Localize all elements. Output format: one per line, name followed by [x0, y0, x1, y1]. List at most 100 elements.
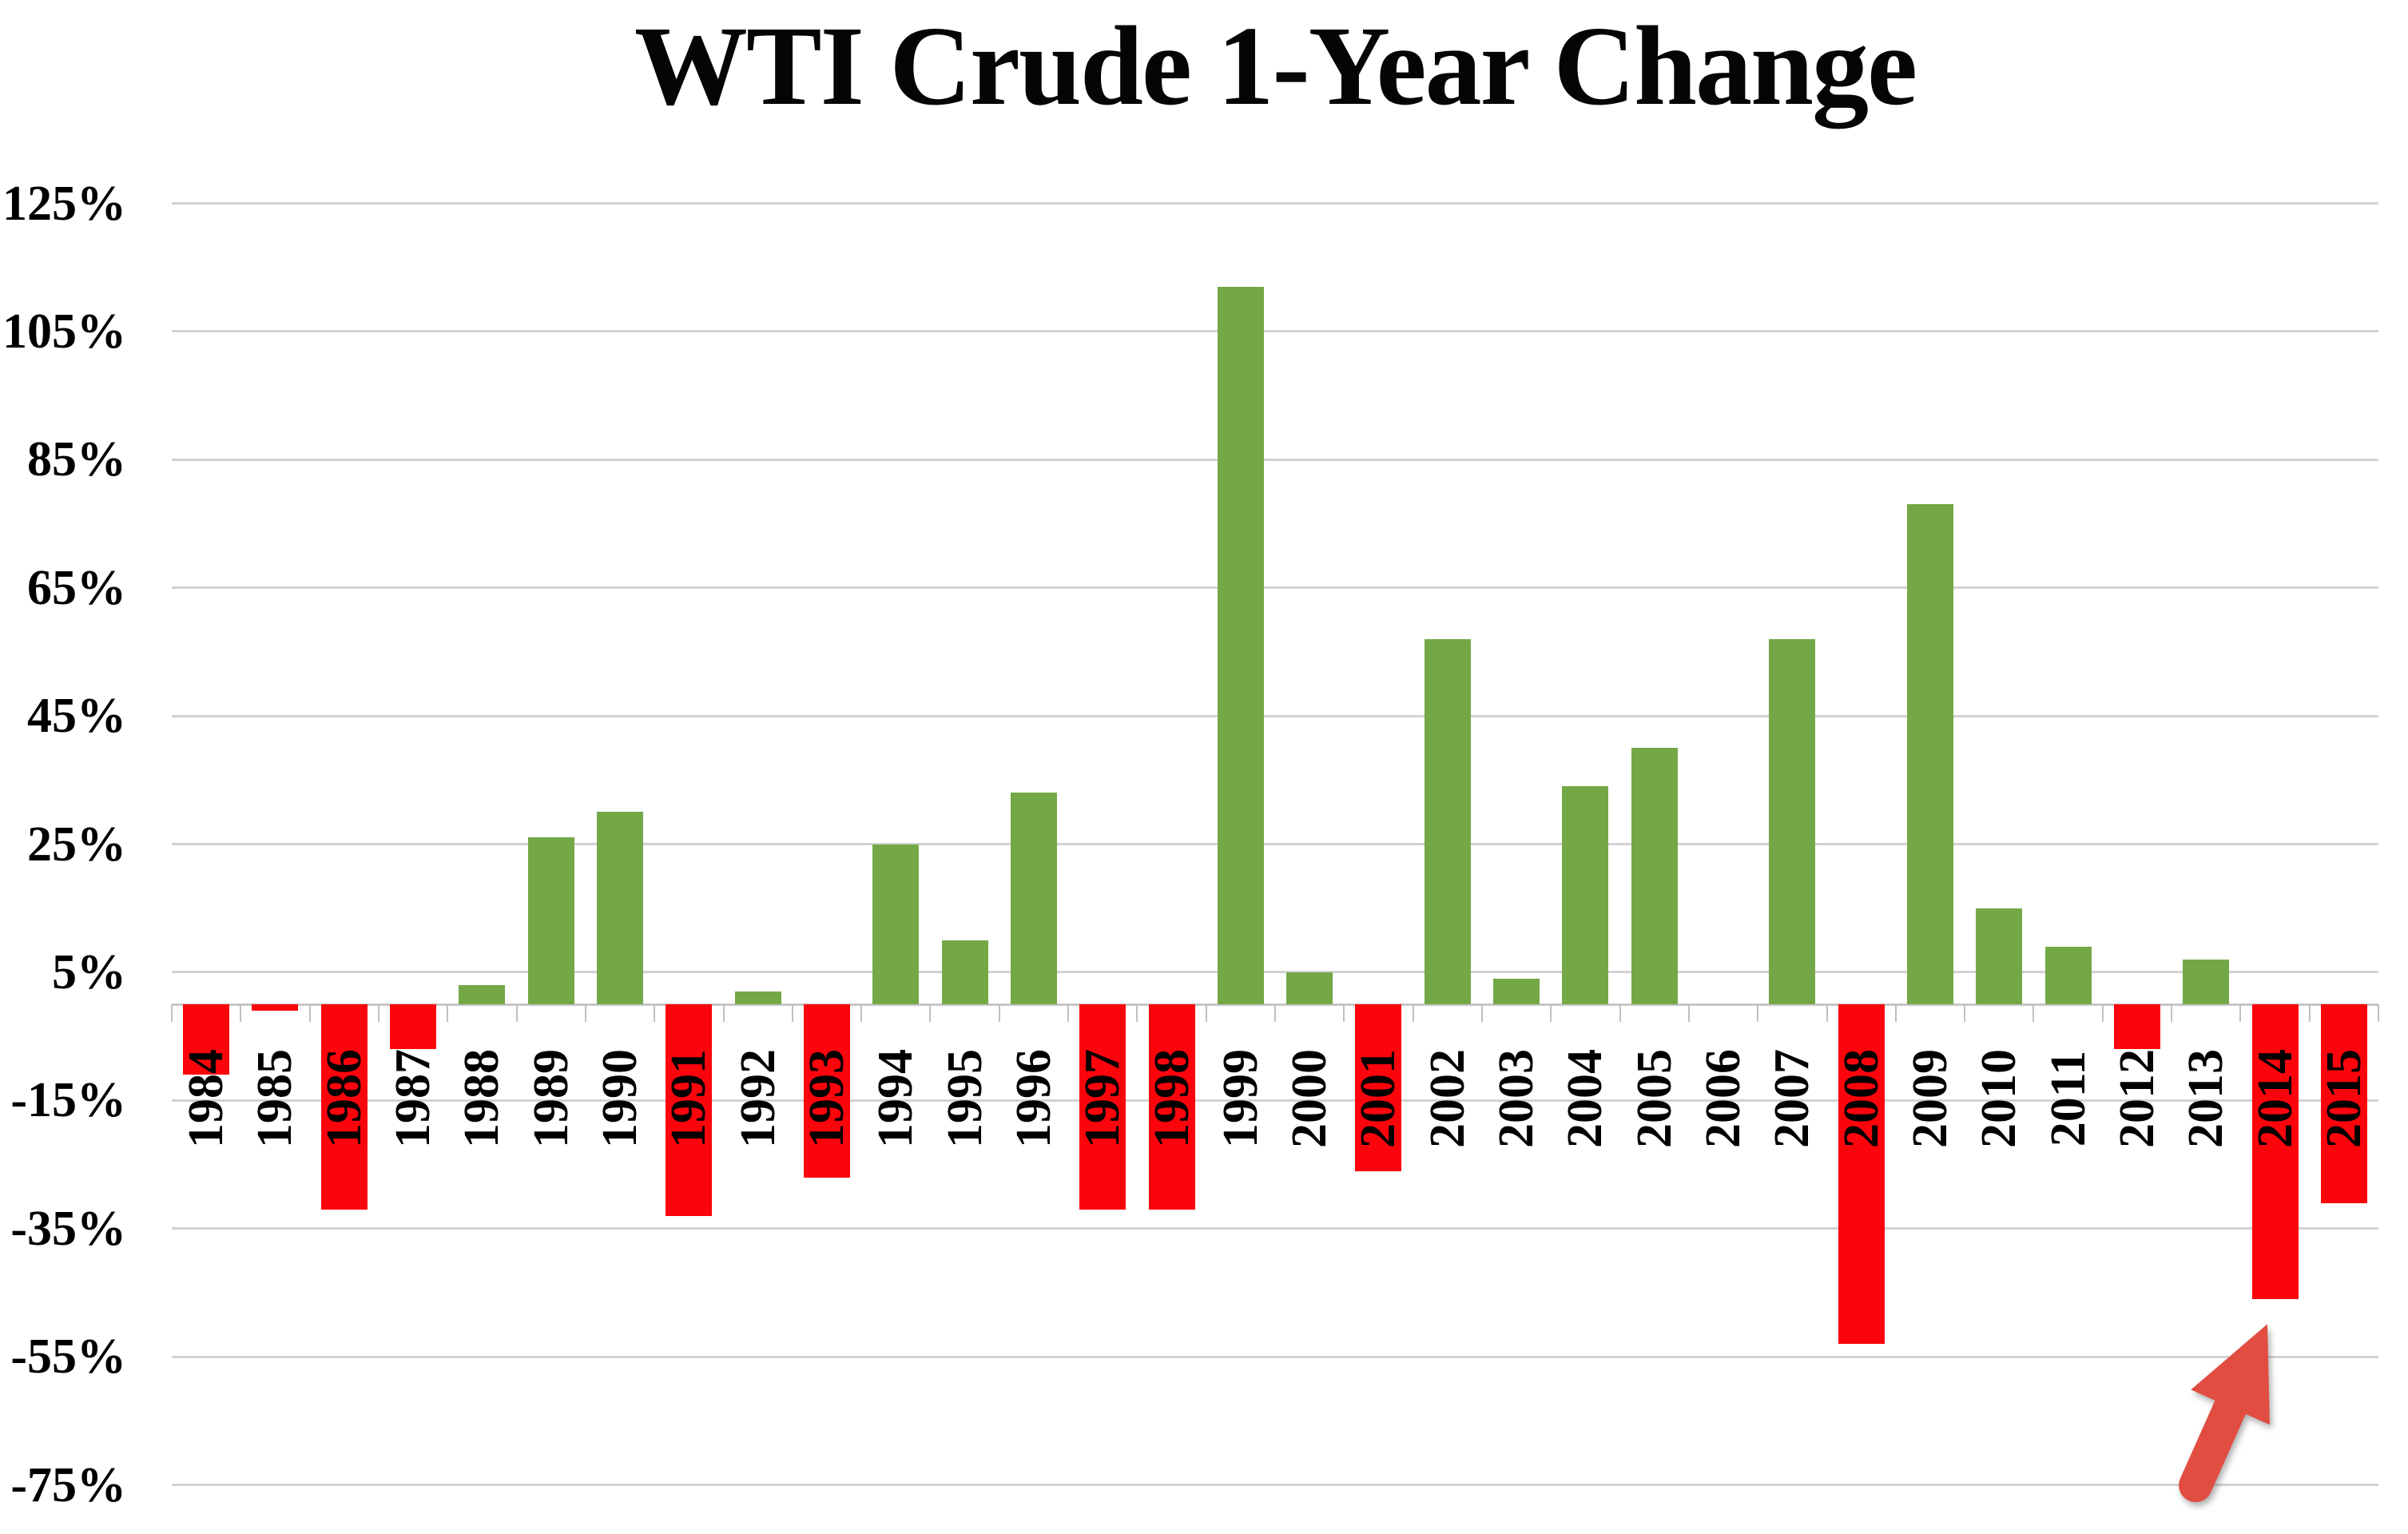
gridline: [172, 971, 2378, 974]
x-axis-tick: [1826, 1004, 1828, 1022]
bar-positive: [1424, 638, 1471, 1004]
x-axis-label: 2008: [1834, 1049, 1889, 1148]
x-axis-tick: [791, 1004, 793, 1022]
x-axis-tick: [1687, 1004, 1690, 1022]
x-axis-label: 2014: [2247, 1049, 2303, 1148]
x-axis-label: 1990: [592, 1049, 647, 1148]
gridline: [172, 1099, 2378, 1102]
gridline: [172, 586, 2378, 590]
chart-title: WTI Crude 1-Year Change: [634, 2, 1917, 129]
bar-negative: [666, 1004, 713, 1216]
y-axis-label: -35%: [10, 1201, 126, 1256]
bar-negative: [252, 1004, 299, 1011]
x-axis-label: 1991: [661, 1049, 716, 1148]
bar-negative: [2113, 1004, 2160, 1050]
x-axis-tick: [1205, 1004, 1207, 1022]
x-axis-tick: [584, 1004, 586, 1022]
bar-negative: [1838, 1004, 1885, 1345]
x-axis-label: 1994: [868, 1049, 923, 1148]
bar-positive: [1562, 786, 1609, 1004]
x-axis-tick: [722, 1004, 725, 1022]
x-axis-tick: [2239, 1004, 2242, 1022]
x-axis-tick: [1274, 1004, 1276, 1022]
bar-positive: [1217, 286, 1264, 1004]
bar-negative: [320, 1004, 368, 1210]
x-axis-tick: [1136, 1004, 1138, 1022]
x-axis-label: 1993: [799, 1049, 854, 1148]
y-axis-label: 125%: [2, 176, 126, 231]
x-axis-tick: [2101, 1004, 2104, 1022]
x-axis-tick: [1412, 1004, 1414, 1022]
x-axis-tick: [1067, 1004, 1070, 1022]
gridline: [172, 458, 2378, 461]
bar-negative: [1079, 1004, 1127, 1210]
x-axis-label: 2011: [2040, 1050, 2096, 1147]
bar-positive: [459, 984, 506, 1004]
bar-negative: [1148, 1004, 1195, 1210]
x-axis-tick: [1757, 1004, 1759, 1022]
y-axis-label: 85%: [27, 432, 126, 487]
bar-positive: [527, 837, 574, 1004]
y-axis-label: 105%: [2, 304, 126, 359]
x-axis-label: 2010: [1971, 1049, 2026, 1148]
x-axis-tick: [1619, 1004, 1621, 1022]
x-axis-label: 1995: [937, 1049, 992, 1148]
x-axis-tick: [171, 1004, 173, 1022]
x-axis-label: 1992: [730, 1049, 785, 1148]
x-axis-label: 1996: [1006, 1049, 1061, 1148]
bar-positive: [1010, 793, 1057, 1004]
bar-positive: [597, 812, 644, 1004]
x-axis-label: 2002: [1420, 1049, 1475, 1148]
bar-positive: [1976, 908, 2023, 1004]
gridline: [172, 330, 2378, 333]
x-axis-label: 1997: [1075, 1049, 1130, 1148]
bar-positive: [1769, 638, 1816, 1004]
x-axis-tick: [2308, 1004, 2311, 1022]
bar-positive: [2044, 946, 2092, 1004]
y-axis-label: 5%: [52, 944, 126, 999]
bar-positive: [734, 991, 781, 1004]
x-axis-label: 1989: [523, 1049, 578, 1148]
y-axis-label: 45%: [27, 689, 126, 744]
x-axis-label: 1987: [385, 1049, 440, 1148]
x-axis-tick: [654, 1004, 656, 1022]
gridline: [172, 843, 2378, 845]
x-axis-label: 2004: [1557, 1049, 1612, 1148]
x-axis-label: 2007: [1764, 1049, 1819, 1148]
x-axis-label: 2000: [1281, 1049, 1337, 1148]
bar-negative: [803, 1004, 850, 1178]
x-axis-tick: [1343, 1004, 1345, 1022]
bar-negative: [2251, 1004, 2299, 1299]
x-axis-tick: [2378, 1004, 2379, 1022]
x-axis-tick: [929, 1004, 932, 1022]
x-axis-label: 2015: [2316, 1049, 2371, 1148]
gridline: [172, 714, 2378, 717]
x-axis-label: 2009: [1902, 1049, 1957, 1148]
bar-positive: [1493, 978, 1540, 1004]
x-axis-label: 1998: [1144, 1049, 1199, 1148]
x-axis-tick: [1964, 1004, 1966, 1022]
bar-positive: [1286, 972, 1333, 1004]
x-axis-tick: [1480, 1004, 1483, 1022]
bar-positive: [2183, 959, 2230, 1004]
bar-positive: [941, 940, 988, 1004]
x-axis-label: 1986: [316, 1049, 372, 1148]
x-axis-label: 2012: [2109, 1049, 2164, 1148]
bar-negative: [2320, 1004, 2367, 1203]
x-axis-label: 2003: [1488, 1049, 1544, 1148]
gridline: [172, 1484, 2378, 1486]
x-axis-tick: [860, 1004, 863, 1022]
x-axis-label: 2005: [1627, 1049, 1682, 1148]
x-axis-tick: [2171, 1004, 2173, 1022]
gridline: [172, 1355, 2378, 1358]
x-axis-tick: [1550, 1004, 1552, 1022]
gridline: [172, 1227, 2378, 1230]
x-axis-label: 2013: [2178, 1049, 2233, 1148]
x-axis-tick: [377, 1004, 379, 1022]
x-axis-label: 2006: [1695, 1049, 1750, 1148]
x-axis-tick: [447, 1004, 449, 1022]
x-axis-label: 1988: [454, 1049, 509, 1148]
x-axis-label: 2001: [1350, 1049, 1405, 1148]
x-axis-tick: [1894, 1004, 1897, 1022]
